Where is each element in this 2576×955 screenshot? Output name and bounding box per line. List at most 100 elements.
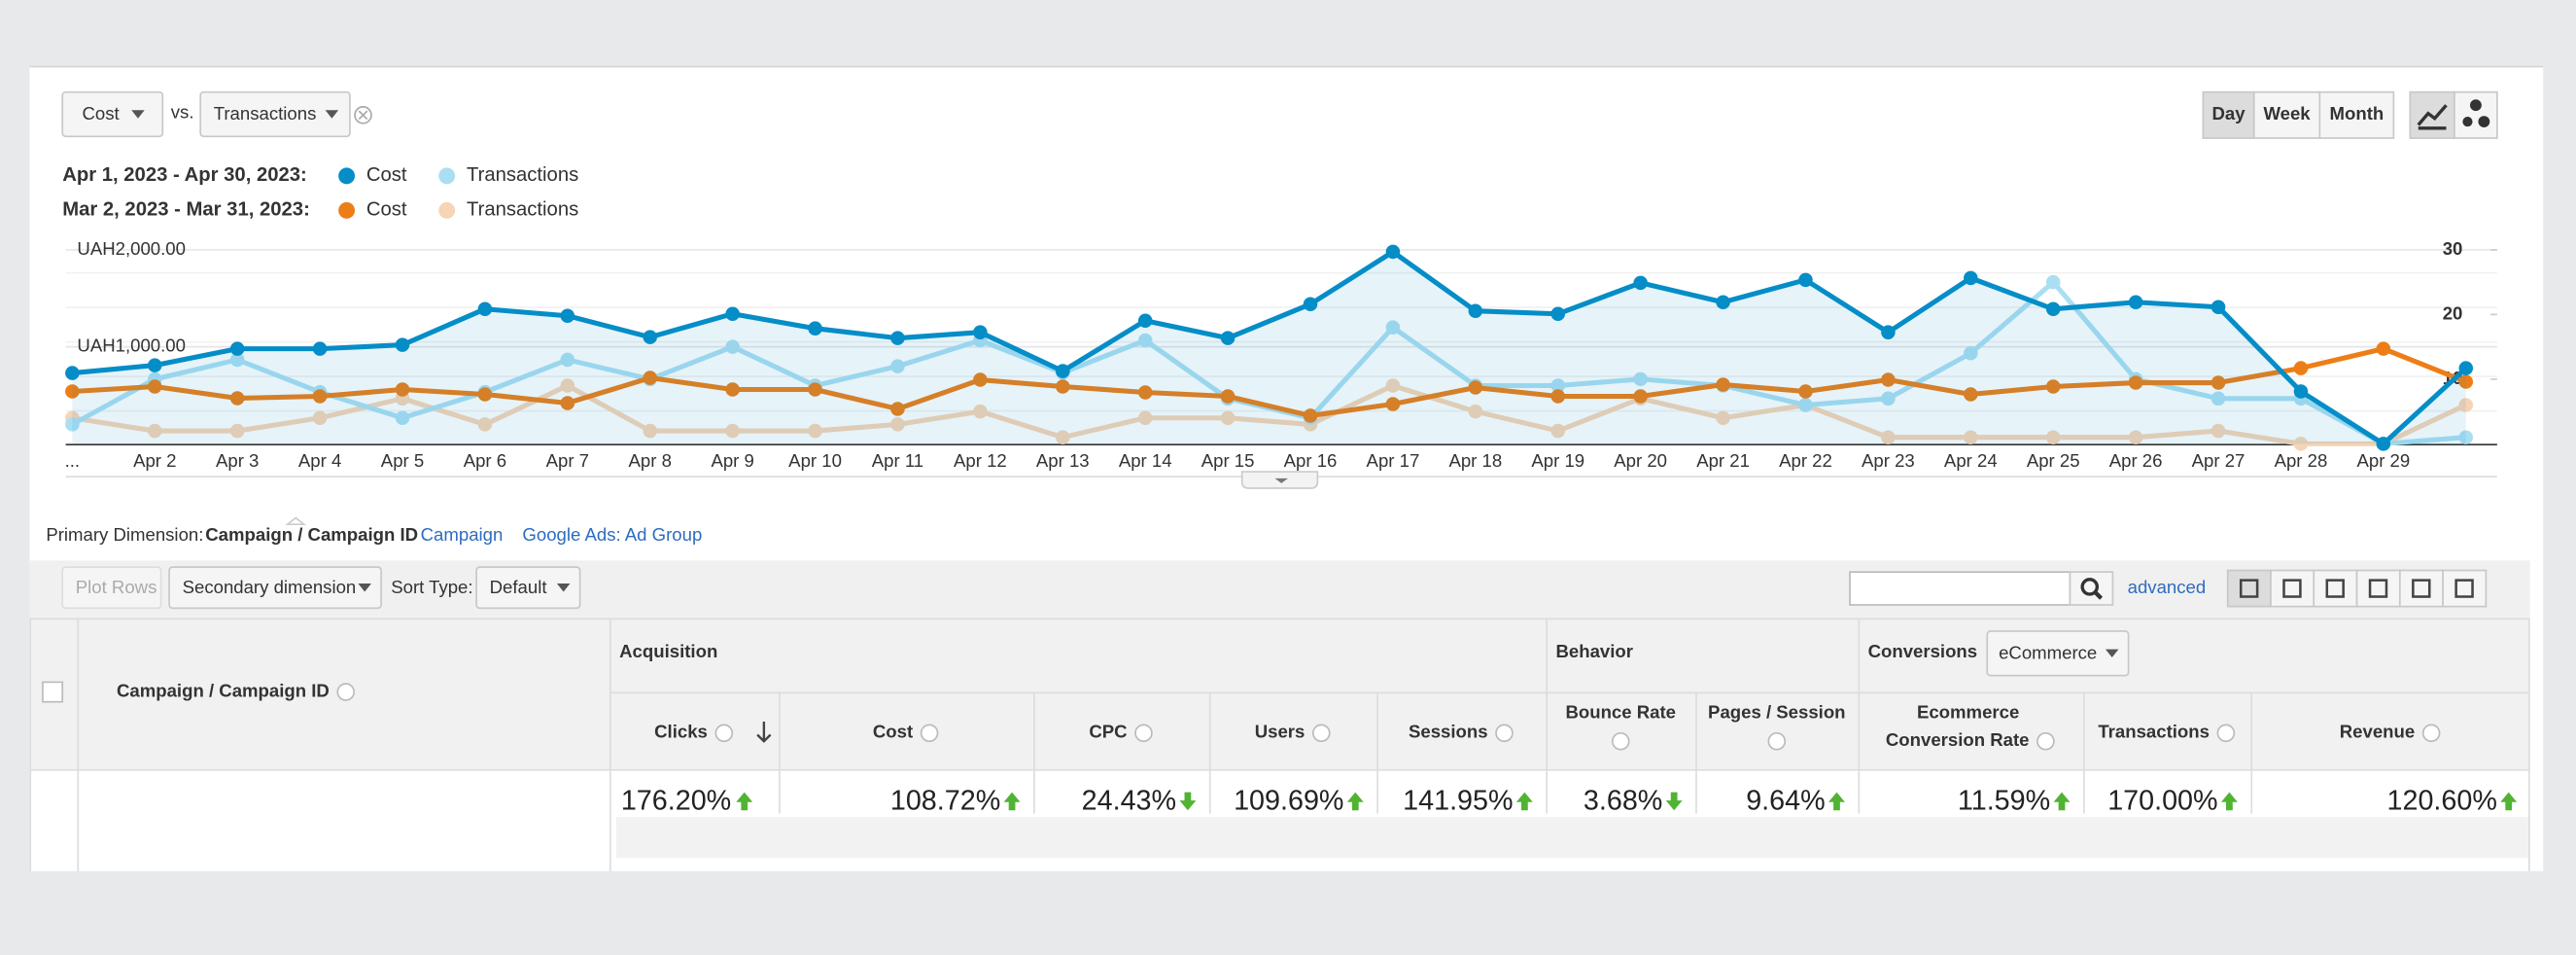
x-tick-label: Apr 10 [788, 450, 842, 471]
conversion-select[interactable] [1986, 630, 2130, 677]
help-icon [1134, 724, 1153, 743]
data-point [2376, 341, 2391, 356]
legend-swatch [338, 167, 356, 185]
data-point [2458, 430, 2474, 444]
data-point [1964, 387, 1978, 402]
data-point [1550, 389, 1566, 404]
view-button[interactable] [2226, 569, 2272, 608]
search-input[interactable] [1849, 571, 2071, 606]
data-point [1716, 410, 1730, 426]
column-header: CPC [1089, 722, 1127, 742]
data-point [1964, 270, 1978, 286]
x-tick-label: Apr 8 [629, 450, 672, 471]
view-button[interactable] [2442, 569, 2488, 608]
search-button[interactable] [2069, 571, 2114, 606]
help-icon [920, 724, 939, 743]
data-point [1633, 371, 1648, 387]
data-point [312, 341, 328, 356]
view-button[interactable] [2313, 569, 2358, 608]
data-point [65, 417, 80, 432]
data-point [395, 410, 410, 426]
data-point [2210, 391, 2226, 407]
data-point [229, 423, 245, 439]
dot-icon [2469, 99, 2482, 112]
dimension-option[interactable]: Campaign [421, 524, 504, 545]
select-box [199, 90, 351, 138]
data-point [148, 379, 162, 394]
y2-tick-label: 20 [2443, 302, 2463, 323]
select-all-checkbox[interactable] [42, 681, 64, 703]
cell-value: 176.20% [621, 785, 731, 816]
column-header: Sessions [1409, 722, 1488, 742]
trend-arrow-up [1346, 792, 1364, 811]
caret [358, 584, 371, 592]
x-tick-label: Apr 11 [872, 450, 923, 471]
sort-arrow[interactable] [756, 721, 772, 743]
trend-arrow-up [1828, 792, 1845, 811]
legend-swatch [438, 167, 456, 185]
dimension-option[interactable]: Google Ads: Ad Group [522, 524, 702, 545]
motion-chart-button[interactable] [2454, 90, 2498, 139]
sort-select[interactable] [475, 566, 581, 610]
x-tick-label: Apr 25 [2027, 450, 2080, 471]
data-point [890, 417, 905, 432]
data-point [2128, 295, 2143, 310]
data-point [2458, 361, 2474, 375]
view-buttons [2226, 569, 2488, 608]
x-tick-label: Apr 18 [1448, 450, 1502, 471]
data-point [2045, 301, 2061, 317]
advanced-link[interactable]: advanced [2128, 577, 2207, 597]
help-icon [714, 724, 734, 743]
caret [131, 110, 145, 119]
data-point [560, 378, 575, 393]
cell-value: 108.72% [890, 785, 1000, 816]
column-header: Cost [873, 722, 913, 742]
data-point [1881, 325, 1896, 339]
view-icon [2239, 579, 2259, 598]
data-point [1056, 379, 1070, 394]
conversion-text: eCommerce [1999, 643, 2097, 663]
data-point [2210, 300, 2226, 315]
series-line [71, 382, 2467, 446]
trend-arrow-up [2053, 792, 2071, 811]
help-icon [336, 683, 356, 701]
data-point [1137, 385, 1153, 400]
trend-arrow-up [2220, 792, 2238, 811]
data-point [2045, 274, 2061, 290]
dimension-active[interactable]: Campaign / Campaign ID [205, 524, 418, 545]
trend-arrow-up [2500, 792, 2518, 811]
plot-rows-text: Plot Rows [76, 577, 157, 597]
legend-label: Cost [366, 164, 407, 186]
data-point [2210, 423, 2226, 439]
cell-value: 109.69% [1234, 785, 1343, 816]
period-button[interactable] [2318, 90, 2395, 139]
caret [2105, 649, 2119, 658]
data-point [2293, 361, 2309, 375]
cell-value: 120.60% [2387, 785, 2497, 816]
clear-metric[interactable] [354, 106, 372, 124]
metric1-select[interactable]: Cost [61, 90, 164, 138]
data-point [1385, 320, 1401, 335]
x-tick-label: Apr 27 [2192, 450, 2245, 471]
x-tick-label: Apr 2 [133, 450, 176, 471]
legend-period: Apr 1, 2023 - Apr 30, 2023: [62, 164, 307, 186]
secondary-select[interactable] [168, 566, 382, 610]
view-icon [2282, 579, 2302, 598]
legend-swatch [338, 201, 356, 219]
plot-rows-button[interactable] [61, 566, 162, 610]
series-line [72, 346, 2467, 418]
group-header: Acquisition [619, 641, 717, 661]
cell-value: 170.00% [2107, 785, 2217, 816]
view-button[interactable] [2355, 569, 2401, 608]
x-tick-label: Apr 22 [1779, 450, 1832, 471]
caret [325, 110, 339, 119]
data-point [1798, 398, 1813, 412]
view-button[interactable] [2398, 569, 2444, 608]
column-header: Revenue [2340, 722, 2415, 742]
data-point [229, 391, 245, 406]
data-point [1303, 408, 1318, 423]
data-point [1220, 389, 1236, 404]
view-button[interactable] [2270, 569, 2315, 608]
metric2-select[interactable]: Transactions [199, 90, 351, 138]
